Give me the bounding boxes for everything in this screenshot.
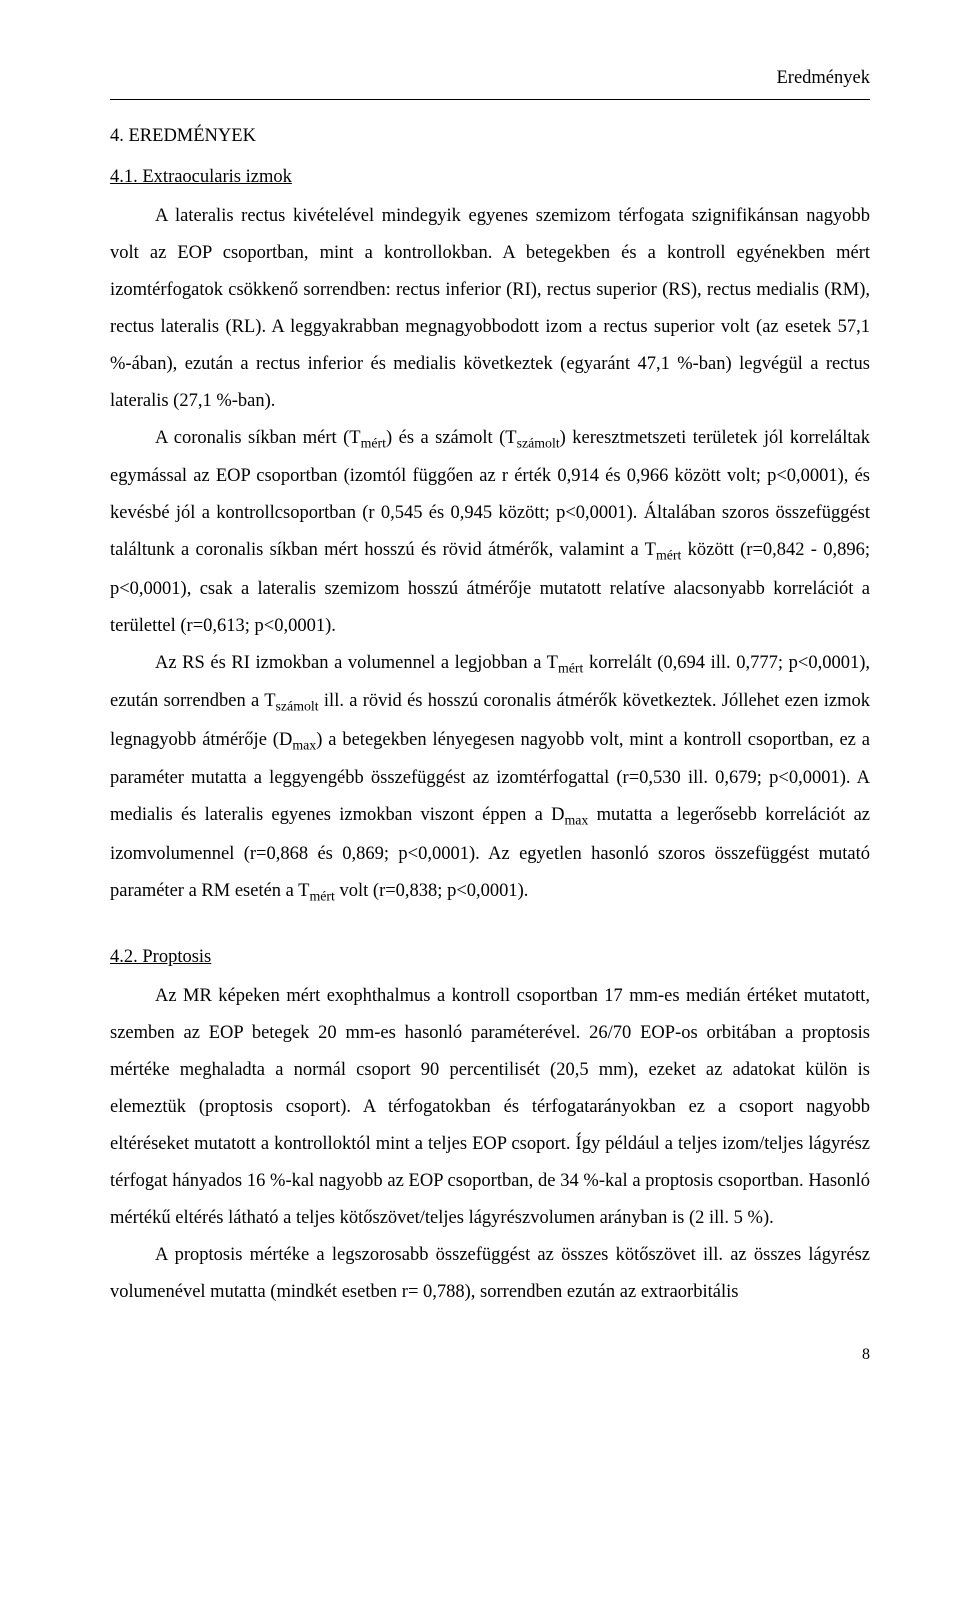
p2-text-2: ) és a számolt (T [386, 428, 517, 448]
page-number: 8 [110, 1339, 870, 1371]
p3-sub-3: max [292, 738, 316, 753]
p2-sub-1: mért [361, 437, 386, 452]
subsection-4-2-heading-text: 4.2. Proptosis [110, 939, 211, 976]
section-4-1-paragraph-2: A coronalis síkban mért (Tmért) és a szá… [110, 420, 870, 645]
section-4-1-paragraph-1: A lateralis rectus kivételével mindegyik… [110, 198, 870, 420]
section-4-1-paragraph-3: Az RS és RI izmokban a volumennel a legj… [110, 645, 870, 911]
p2-sub-3: mért [656, 549, 681, 564]
section-4-2-paragraph-2: A proptosis mértéke a legszorosabb össze… [110, 1237, 870, 1311]
section-4-2-paragraph-1: Az MR képeken mért exophthalmus a kontro… [110, 978, 870, 1237]
running-header: Eredmények [110, 60, 870, 97]
p3-text-1: Az RS és RI izmokban a volumennel a legj… [155, 653, 558, 673]
p3-sub-5: mért [309, 889, 334, 904]
p2-sub-2: számolt [517, 437, 560, 452]
p2-text-1: A coronalis síkban mért (T [155, 428, 361, 448]
subsection-4-1-heading: 4.1. Extraocularis izmok [110, 159, 870, 198]
section-4-heading: 4. EREDMÉNYEK [110, 118, 870, 155]
p3-sub-1: mért [558, 662, 583, 677]
subsection-4-1-heading-text: 4.1. Extraocularis izmok [110, 159, 292, 196]
section-spacer [110, 911, 870, 939]
p3-sub-2: számolt [276, 700, 319, 715]
header-rule [110, 99, 870, 100]
p3-text-6: volt (r=0,838; p<0,0001). [335, 881, 529, 901]
subsection-4-2-heading: 4.2. Proptosis [110, 939, 870, 978]
p3-sub-4: max [564, 814, 588, 829]
